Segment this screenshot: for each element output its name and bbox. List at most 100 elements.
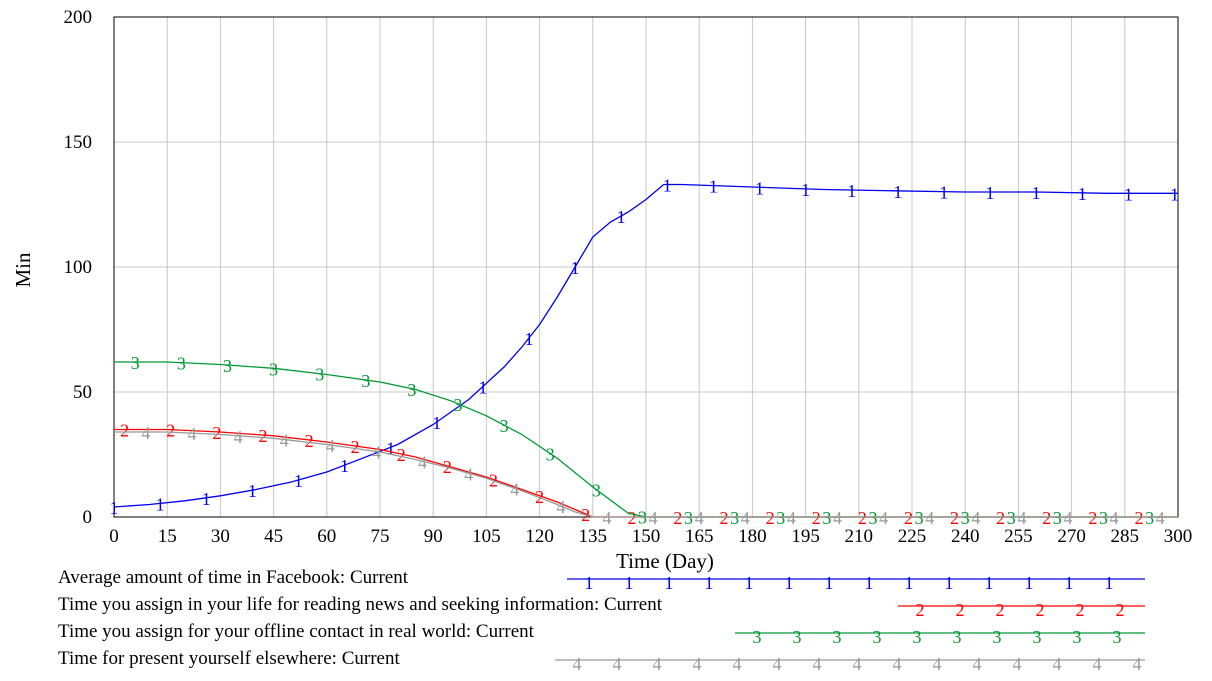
series-marker-1: 1 [617,207,626,227]
legend-marker: 3 [1113,627,1122,647]
series-marker-4: 4 [280,431,289,451]
legend-marker: 4 [813,654,822,674]
series-marker-1: 1 [524,329,533,349]
series-marker-1: 1 [755,178,764,198]
legend-marker: 4 [1053,654,1062,674]
legend-marker: 1 [825,573,834,593]
legend-marker: 4 [1013,654,1022,674]
series-marker-1: 1 [156,494,165,514]
legend-marker: 2 [956,600,965,620]
series-marker-4: 4 [556,497,565,517]
series-marker-4: 4 [1017,508,1026,528]
series-marker-3: 3 [1007,508,1016,528]
series-marker-4: 4 [326,436,335,456]
series-marker-1: 1 [939,183,948,203]
series-marker-1: 1 [571,258,580,278]
legend-marker: 2 [1116,600,1125,620]
series-marker-2: 2 [166,421,175,441]
x-tick-label: 75 [371,526,390,547]
legend: Average amount of time in Facebook: Curr… [58,567,1145,674]
legend-marker: 1 [945,573,954,593]
series-line-1 [113,183,1178,508]
legend-marker: 4 [573,654,582,674]
legend-label: Time you assign in your life for reading… [58,594,663,615]
x-tick-label: 240 [951,526,980,547]
x-tick-label: 180 [738,526,767,547]
series-marker-4: 4 [141,423,150,443]
y-tick-label: 150 [64,132,93,153]
y-tick-label: 0 [83,507,93,528]
series-marker-2: 2 [766,508,775,528]
legend-marker: 1 [865,573,874,593]
x-tick-label: 225 [898,526,927,547]
series-marker-3: 3 [776,508,785,528]
legend-entry-4: Time for present yourself elsewhere: Cur… [58,648,1145,674]
series-marker-1: 1 [386,438,395,458]
x-tick-label: 105 [472,526,501,547]
series-marker-4: 4 [833,508,842,528]
legend-marker: 4 [853,654,862,674]
x-tick-label: 30 [211,526,230,547]
series-marker-3: 3 [546,445,555,465]
legend-marker: 1 [745,573,754,593]
legend-marker: 1 [1105,573,1114,593]
series-marker-4: 4 [649,508,658,528]
series-1: 1 1 1 1 1 1 1 1 1 1 1 1 1 1 1 1 1 1 1 1 1 1 1 1 [110,176,1179,519]
series-marker-4: 4 [510,479,519,499]
series-marker-1: 1 [986,183,995,203]
series-marker-4: 4 [188,424,197,444]
y-axis-title: Min [11,252,35,288]
x-tick-label: 0 [109,526,119,547]
series-marker-2: 2 [1134,508,1143,528]
series-marker-1: 1 [1170,184,1179,204]
series-marker-4: 4 [418,452,427,472]
legend-marker: 2 [996,600,1005,620]
x-axis-title: Time (Day) [616,549,714,573]
series-marker-3: 3 [315,365,324,385]
legend-marker: 2 [1076,600,1085,620]
series-marker-2: 2 [627,508,636,528]
legend-marker: 4 [973,654,982,674]
series-marker-3: 3 [822,508,831,528]
legend-marker: 4 [1093,654,1102,674]
x-tick-label: 270 [1057,526,1086,547]
series-marker-2: 2 [397,445,406,465]
x-tick-label: 150 [632,526,661,547]
series-marker-2: 2 [720,508,729,528]
series-marker-4: 4 [787,508,796,528]
series-marker-4: 4 [234,427,243,447]
series-marker-2: 2 [258,426,267,446]
series-marker-1: 1 [1124,184,1133,204]
x-tick-label: 300 [1164,526,1193,547]
x-tick-label: 255 [1004,526,1033,547]
legend-marker: 4 [933,654,942,674]
legend-label: Time for present yourself elsewhere: Cur… [58,648,400,669]
x-tick-label: 285 [1111,526,1140,547]
series-line-4 [114,431,1178,518]
legend-marker: 4 [653,654,662,674]
series-marker-2: 2 [996,508,1005,528]
series-marker-1: 1 [893,182,902,202]
series-marker-1: 1 [110,498,119,518]
series-marker-4: 4 [925,508,934,528]
legend-entry-3: Time you assign for your offline contact… [58,621,1145,647]
series-marker-3: 3 [684,508,693,528]
series-marker-4: 4 [879,508,888,528]
series-marker-3: 3 [454,395,463,415]
series-marker-2: 2 [1042,508,1051,528]
series-marker-4: 4 [741,508,750,528]
series-marker-2: 2 [904,508,913,528]
series-marker-2: 2 [351,437,360,457]
series-marker-3: 3 [1145,508,1154,528]
legend-marker: 4 [893,654,902,674]
legend-marker: 3 [1073,627,1082,647]
series-marker-3: 3 [1099,508,1108,528]
legend-label: Time you assign for your offline contact… [58,621,535,642]
legend-marker: 1 [905,573,914,593]
series-marker-1: 1 [663,176,672,196]
legend-marker: 1 [1065,573,1074,593]
legend-marker: 1 [1025,573,1034,593]
series-marker-1: 1 [340,456,349,476]
